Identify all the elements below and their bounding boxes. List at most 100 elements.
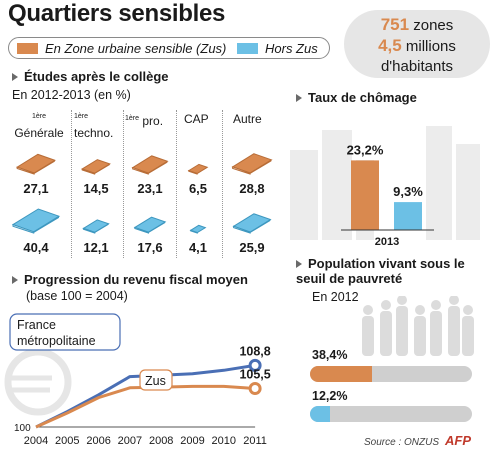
- category-name: techno.: [74, 126, 114, 140]
- column-divider: [222, 110, 223, 258]
- value-zus-techno: 14,5: [83, 181, 109, 196]
- books-chart: [11, 153, 273, 234]
- category-name: pro.: [142, 114, 164, 128]
- poverty-label-hors: 12,2%: [312, 389, 348, 403]
- afp-logo: AFP: [445, 433, 471, 448]
- column-divider: [71, 110, 72, 258]
- value-hors-generale: 40,4: [23, 240, 49, 255]
- poverty-fill-zus: [310, 366, 373, 382]
- pauvrete-heading: Population vivant sous le seuil de pauvr…: [296, 256, 465, 286]
- unemployment-bar-zus: [351, 160, 379, 230]
- end-value-france: 108,8: [239, 344, 270, 358]
- triangle-bullet-icon: [296, 259, 302, 268]
- person-head-icon: [463, 305, 473, 315]
- book-spine: [94, 163, 110, 174]
- chomage-chart: 23,2% 9,3% 2013: [290, 126, 480, 248]
- x-tick-label: 2006: [86, 435, 110, 447]
- x-tick-label: 2010: [212, 435, 236, 447]
- year-tick-label: 2013: [375, 236, 399, 248]
- unemployment-value-label: 9,3%: [393, 184, 423, 199]
- category-label-pro: 1ère pro.: [125, 112, 177, 128]
- chomage-heading: Taux de chômage: [308, 90, 417, 105]
- people-silhouettes: [362, 296, 474, 356]
- legend-label-hors: Hors Zus: [265, 41, 318, 56]
- value-zus-pro: 23,1: [137, 181, 163, 196]
- person-body-icon: [396, 306, 408, 356]
- book-spine: [148, 161, 168, 174]
- person-body-icon: [380, 311, 392, 356]
- x-tick-label: 2004: [24, 435, 48, 447]
- pauvrete-heading-row: Population vivant sous le seuil de pauvr…: [296, 256, 486, 286]
- building-silhouette: [456, 144, 480, 240]
- category-name: Générale: [14, 126, 64, 140]
- book-spine: [148, 221, 166, 233]
- etudes-period: En 2012-2013 (en %): [12, 88, 131, 102]
- value-hors-autre: 25,9: [239, 240, 265, 255]
- person-body-icon: [430, 311, 442, 356]
- legend: En Zone urbaine sensible (Zus) Hors Zus: [8, 37, 330, 59]
- france-callout-label: France: [17, 318, 56, 332]
- revenu-heading-row: Progression du revenu fiscal moyen: [12, 272, 248, 287]
- book-spine: [197, 167, 208, 174]
- category-sup: 1ère: [74, 113, 89, 120]
- building-silhouette: [322, 130, 352, 240]
- book-hors-1: [11, 208, 61, 234]
- book-zus-3: [131, 155, 169, 175]
- x-tick-label: 2009: [180, 435, 204, 447]
- zones-word: zones: [413, 17, 454, 34]
- value-hors-techno: 12,1: [83, 240, 109, 255]
- book-zus-1: [16, 153, 56, 175]
- summary-bubble: 751 zones 4,5 millions d'habitants: [344, 10, 490, 78]
- category-name: Autre: [233, 112, 262, 126]
- poverty-track-hors: [310, 406, 472, 422]
- triangle-bullet-icon: [12, 72, 18, 81]
- person-head-icon: [381, 300, 391, 310]
- value-hors-pro: 17,6: [137, 240, 163, 255]
- book-spine: [250, 159, 272, 174]
- triangle-bullet-icon: [12, 275, 18, 284]
- category-name: CAP: [184, 112, 209, 126]
- value-hors-cap: 4,1: [188, 240, 208, 255]
- book-zus-2: [81, 159, 111, 175]
- column-divider: [123, 110, 124, 258]
- x-tick-label: 2007: [118, 435, 142, 447]
- person-head-icon: [397, 296, 407, 305]
- person-body-icon: [448, 306, 460, 356]
- x-tick-label: 2005: [55, 435, 79, 447]
- revenu-base: (base 100 = 2004): [26, 289, 128, 303]
- france-callout-box: [9, 313, 121, 351]
- value-zus-autre: 28,8: [239, 181, 265, 196]
- book-spine: [250, 219, 271, 233]
- zus-callout-label: Zus: [145, 374, 166, 388]
- book-hors-3: [133, 216, 167, 234]
- chomage-heading-row: Taux de chômage: [296, 90, 417, 105]
- building-silhouette: [426, 126, 452, 240]
- person-body-icon: [462, 316, 474, 356]
- poverty-track-zus: [310, 366, 472, 382]
- category-sup: 1ère: [125, 115, 140, 122]
- book-spine: [34, 160, 55, 174]
- category-label-cap: CAP: [184, 112, 220, 126]
- start-value-label: 100: [14, 423, 31, 434]
- x-tick-label: 2008: [149, 435, 173, 447]
- zones-count: 751: [380, 15, 410, 34]
- person-body-icon: [362, 316, 374, 356]
- book-spine: [94, 223, 109, 233]
- etudes-heading-row: Études après le collège: [12, 69, 169, 84]
- book-spine: [33, 216, 59, 233]
- unemployment-value-label: 23,2%: [347, 142, 384, 157]
- book-zus-5: [231, 153, 273, 175]
- book-hors-4: [189, 224, 207, 234]
- unemployment-bar-hors: [394, 202, 422, 230]
- legend-swatch-zus: [17, 43, 38, 54]
- etudes-heading: Études après le collège: [24, 69, 169, 84]
- building-silhouette: [290, 150, 318, 240]
- person-head-icon: [363, 305, 373, 315]
- poverty-fill-hors: [310, 406, 330, 422]
- person-body-icon: [414, 316, 426, 356]
- population-unit: millions: [405, 38, 456, 55]
- france-callout-label: métropolitaine: [17, 334, 96, 348]
- book-hors-2: [82, 219, 110, 234]
- x-tick-label: 2011: [243, 435, 267, 447]
